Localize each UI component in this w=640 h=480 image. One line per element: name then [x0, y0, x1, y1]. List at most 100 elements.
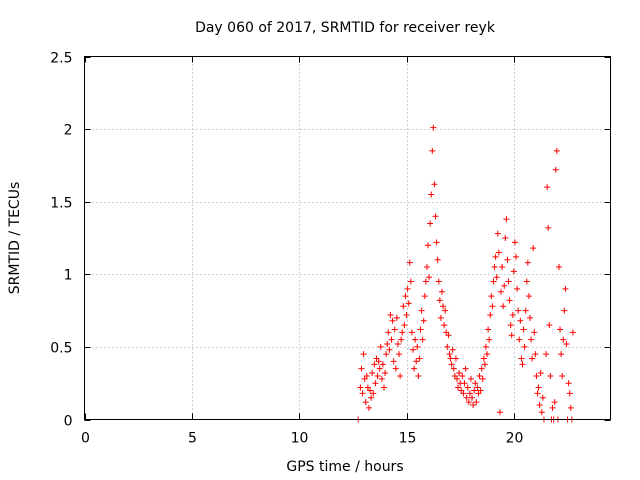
data-point	[360, 351, 367, 358]
data-point	[415, 372, 422, 379]
data-point	[416, 355, 423, 362]
axis-ticks: 0 0.5 1 1.5 2 2.5 0 5 10 15 20	[50, 51, 611, 447]
data-point	[362, 399, 369, 406]
data-point	[532, 351, 539, 358]
data-point	[484, 351, 491, 358]
data-point	[359, 390, 366, 397]
data-point	[407, 278, 414, 285]
data-point	[562, 285, 569, 292]
data-point	[444, 343, 451, 350]
data-point	[456, 370, 463, 377]
data-point	[404, 285, 411, 292]
data-point	[368, 394, 375, 401]
data-point	[372, 380, 379, 387]
data-point	[462, 365, 469, 372]
y-axis-label: SRMTID / TECUs	[7, 182, 23, 295]
data-point	[467, 375, 474, 382]
data-point	[429, 147, 436, 154]
data-point	[466, 390, 473, 397]
data-point	[507, 322, 514, 329]
data-point	[489, 303, 496, 310]
data-point	[491, 264, 498, 271]
data-point	[566, 390, 573, 397]
data-point	[485, 326, 492, 333]
data-point	[513, 253, 520, 260]
data-point	[433, 239, 440, 246]
data-point	[543, 351, 550, 358]
data-point	[367, 387, 374, 394]
data-point	[412, 336, 419, 343]
x-tick-label: 15	[399, 431, 417, 447]
data-point	[480, 355, 487, 362]
data-point	[469, 394, 476, 401]
data-point	[423, 264, 430, 271]
data-point	[427, 220, 434, 227]
data-point	[482, 343, 489, 350]
data-point	[494, 230, 501, 237]
data-point	[413, 358, 420, 365]
data-point	[499, 264, 506, 271]
data-point	[379, 361, 386, 368]
data-point	[553, 147, 560, 154]
data-point	[472, 380, 479, 387]
data-point	[533, 372, 540, 379]
data-point	[544, 184, 551, 191]
data-point	[503, 216, 510, 223]
y-tick-label: 1	[64, 268, 73, 284]
data-point	[441, 322, 448, 329]
data-point	[460, 390, 467, 397]
data-point	[538, 409, 545, 416]
data-point	[478, 365, 485, 372]
data-point	[517, 317, 524, 324]
y-tick-label: 2	[64, 123, 73, 139]
data-point	[522, 307, 529, 314]
data-point	[455, 384, 462, 391]
y-tick-label: 0.5	[50, 341, 72, 357]
data-point	[394, 340, 401, 347]
data-point	[452, 355, 459, 362]
data-point	[567, 404, 574, 411]
y-tick-label: 2.5	[50, 51, 72, 67]
data-point	[488, 293, 495, 300]
data-point	[510, 268, 517, 275]
data-point	[525, 293, 532, 300]
data-point	[358, 365, 365, 372]
data-point	[437, 314, 444, 321]
data-point	[370, 390, 377, 397]
data-point	[434, 256, 441, 263]
data-point	[508, 332, 515, 339]
data-point	[357, 384, 364, 391]
data-point	[523, 278, 530, 285]
data-point	[461, 380, 468, 387]
data-point	[555, 264, 562, 271]
data-point	[438, 288, 445, 295]
data-point	[402, 293, 409, 300]
chart-title: Day 060 of 2017, SRMTID for receiver rey…	[195, 20, 496, 36]
data-point	[500, 303, 507, 310]
x-tick-label: 5	[188, 431, 197, 447]
data-point	[426, 274, 433, 281]
data-point	[565, 380, 572, 387]
data-point	[382, 370, 389, 377]
data-point	[396, 351, 403, 358]
data-point	[374, 372, 381, 379]
data-point	[492, 253, 499, 260]
data-point	[509, 311, 516, 318]
data-point	[385, 329, 392, 336]
data-point	[506, 297, 513, 304]
data-point	[463, 394, 470, 401]
data-point	[450, 365, 457, 372]
y-tick-label: 1.5	[50, 196, 72, 212]
data-point	[516, 336, 523, 343]
data-point	[545, 224, 552, 231]
data-point	[537, 370, 544, 377]
data-point	[447, 355, 454, 362]
data-point	[399, 329, 406, 336]
data-point	[432, 213, 439, 220]
data-point	[411, 365, 418, 372]
data-point	[505, 278, 512, 285]
data-point	[422, 278, 429, 285]
data-point	[449, 346, 456, 353]
data-point	[498, 288, 505, 295]
data-point	[481, 361, 488, 368]
